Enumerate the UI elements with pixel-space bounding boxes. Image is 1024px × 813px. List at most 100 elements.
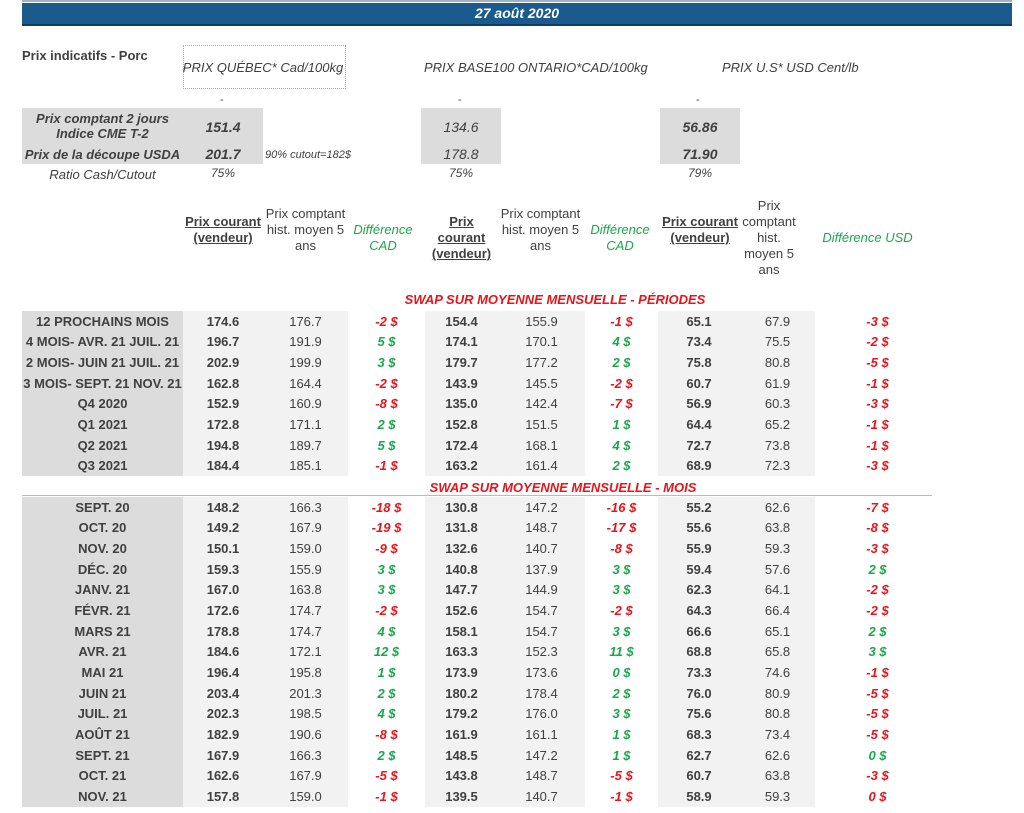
table-row: JUIN 21 203.4 201.3 2 $ 180.2 178.4 2 $ 76.0 80.… bbox=[22, 682, 940, 704]
row-label: FÉVR. 21 bbox=[22, 600, 183, 621]
current-price-cell: 184.4 bbox=[183, 455, 263, 477]
ratio-quebec: 75% bbox=[210, 166, 236, 180]
section-title-periods: SWAP SUR MOYENNE MENSUELLE - PÉRIODES bbox=[404, 292, 706, 307]
difference-cell: 4 $ bbox=[612, 334, 631, 350]
difference-cell: -5 $ bbox=[866, 706, 889, 722]
row-label: OCT. 20 bbox=[22, 517, 183, 539]
cutout-quebec: 201.7 bbox=[205, 146, 241, 162]
current-price-cell: 148.2 bbox=[183, 497, 263, 518]
table-row: MAI 21 196.4 195.8 1 $ 173.9 173.6 0 $ 73.3 74.6… bbox=[22, 662, 940, 683]
colhdr-hist-us: Prix comptant hist. moyen 5 ans bbox=[742, 198, 796, 277]
historical-price-cell: 152.3 bbox=[498, 641, 585, 663]
row-label: OCT. 21 bbox=[22, 765, 183, 786]
quebec-header-box bbox=[183, 45, 346, 89]
difference-cell: 5 $ bbox=[377, 334, 396, 350]
difference-cell: -2 $ bbox=[866, 603, 889, 619]
dash-ontario: - bbox=[458, 94, 462, 106]
row-label: NOV. 20 bbox=[22, 538, 183, 559]
historical-price-cell: 73.4 bbox=[740, 724, 815, 745]
historical-price-cell: 145.5 bbox=[498, 372, 585, 394]
historical-price-cell: 80.8 bbox=[740, 703, 815, 725]
difference-cell: -3 $ bbox=[866, 313, 889, 329]
historical-price-cell: 166.3 bbox=[263, 744, 348, 766]
historical-price-cell: 61.9 bbox=[740, 372, 815, 394]
current-price-cell: 55.9 bbox=[658, 538, 740, 559]
table-row: 2 MOIS- JUIN 21 JUIL. 21 202.9 199.9 3 $ 179… bbox=[22, 352, 940, 373]
current-price-cell: 162.8 bbox=[183, 372, 263, 394]
historical-price-cell: 174.7 bbox=[263, 620, 348, 642]
current-price-cell: 173.9 bbox=[425, 662, 498, 683]
current-price-cell: 203.4 bbox=[183, 682, 263, 704]
cash-quebec: 151.4 bbox=[205, 119, 241, 135]
historical-price-cell: 173.6 bbox=[498, 662, 585, 683]
historical-price-cell: 151.5 bbox=[498, 414, 585, 435]
difference-cell: -1 $ bbox=[866, 417, 889, 433]
current-price-cell: 162.6 bbox=[183, 765, 263, 786]
table-row: AOÛT 21 182.9 190.6 -8 $ 161.9 161.1 1 $ 68.3 73… bbox=[22, 724, 940, 745]
difference-cell: 11 $ bbox=[609, 644, 634, 660]
historical-price-cell: 73.8 bbox=[740, 434, 815, 456]
historical-price-cell: 72.3 bbox=[740, 455, 815, 477]
row-label: Q1 2021 bbox=[22, 414, 183, 435]
historical-price-cell: 176.0 bbox=[498, 703, 585, 725]
difference-cell: -17 $ bbox=[606, 520, 637, 536]
historical-price-cell: 161.4 bbox=[498, 455, 585, 477]
current-price-cell: 152.6 bbox=[425, 600, 498, 621]
table-row: NOV. 21 157.8 159.0 -1 $ 139.5 140.7 -1 $ 58.9 5… bbox=[22, 785, 940, 807]
historical-price-cell: 148.7 bbox=[498, 517, 585, 539]
difference-cell: 3 $ bbox=[377, 561, 396, 577]
historical-price-cell: 174.7 bbox=[263, 600, 348, 621]
row-label: 2 MOIS- JUIN 21 JUIL. 21 bbox=[22, 352, 183, 373]
cutout-ontario: 178.8 bbox=[443, 146, 479, 162]
current-price-cell: 58.9 bbox=[658, 785, 740, 807]
table-row: 4 MOIS- AVR. 21 JUIL. 21 196.7 191.9 5 $ 174… bbox=[22, 331, 940, 353]
current-price-cell: 196.7 bbox=[183, 331, 263, 353]
current-price-cell: 55.6 bbox=[658, 517, 740, 539]
current-price-cell: 150.1 bbox=[183, 538, 263, 559]
difference-cell: -3 $ bbox=[866, 541, 889, 557]
difference-cell: -3 $ bbox=[866, 768, 889, 784]
table-row: Q3 2021 184.4 185.1 -1 $ 163.2 161.4 2 $ 68.9 72… bbox=[22, 455, 940, 477]
historical-price-cell: 154.7 bbox=[498, 620, 585, 642]
historical-price-cell: 140.7 bbox=[498, 785, 585, 807]
difference-cell: 0 $ bbox=[868, 747, 887, 763]
colhdr-hist-quebec: Prix comptant hist. moyen 5 ans bbox=[265, 206, 346, 253]
current-price-cell: 172.6 bbox=[183, 600, 263, 621]
historical-price-cell: 172.1 bbox=[263, 641, 348, 663]
historical-price-cell: 63.8 bbox=[740, 765, 815, 786]
difference-cell: -2 $ bbox=[866, 334, 889, 350]
current-price-cell: 76.0 bbox=[658, 682, 740, 704]
colhdr-diff-quebec: Différence CAD bbox=[353, 222, 413, 253]
current-price-cell: 135.0 bbox=[425, 393, 498, 415]
historical-price-cell: 170.1 bbox=[498, 331, 585, 353]
historical-price-cell: 178.4 bbox=[498, 682, 585, 704]
date-banner: 27 août 2020 bbox=[22, 3, 1012, 26]
current-price-cell: 152.8 bbox=[425, 414, 498, 435]
current-price-cell: 147.7 bbox=[425, 579, 498, 601]
historical-price-cell: 191.9 bbox=[263, 331, 348, 353]
table-row: SEPT. 21 167.9 166.3 2 $ 148.5 147.2 1 $ 62.7 62… bbox=[22, 744, 940, 766]
historical-price-cell: 166.3 bbox=[263, 497, 348, 518]
historical-price-cell: 185.1 bbox=[263, 455, 348, 477]
current-price-cell: 184.6 bbox=[183, 641, 263, 663]
current-price-cell: 55.2 bbox=[658, 497, 740, 518]
row-label: 3 MOIS- SEPT. 21 NOV. 21 bbox=[22, 372, 183, 394]
historical-price-cell: 195.8 bbox=[263, 662, 348, 683]
colhdr-prix-us: Prix courant (vendeur) bbox=[662, 214, 738, 245]
table-row: DÉC. 20 159.3 155.9 3 $ 140.8 137.9 3 $ 59.4 57.… bbox=[22, 558, 940, 580]
table-row: JUIL. 21 202.3 198.5 4 $ 179.2 176.0 3 $ 75.6 80… bbox=[22, 703, 940, 725]
table-row: Q4 2020 152.9 160.9 -8 $ 135.0 142.4 -7 $ 56.9 6… bbox=[22, 393, 940, 415]
current-price-cell: 172.8 bbox=[183, 414, 263, 435]
current-price-cell: 178.8 bbox=[183, 620, 263, 642]
colhdr-hist-ontario: Prix comptant hist. moyen 5 ans bbox=[500, 206, 581, 253]
current-price-cell: 132.6 bbox=[425, 538, 498, 559]
historical-price-cell: 155.9 bbox=[498, 311, 585, 332]
difference-cell: -1 $ bbox=[866, 375, 889, 391]
current-price-cell: 59.4 bbox=[658, 558, 740, 580]
historical-price-cell: 168.1 bbox=[498, 434, 585, 456]
table-row: NOV. 20 150.1 159.0 -9 $ 132.6 140.7 -8 $ 55.9 5… bbox=[22, 538, 940, 559]
current-price-cell: 75.6 bbox=[658, 703, 740, 725]
row-label: 12 PROCHAINS MOIS bbox=[22, 311, 183, 332]
dash-quebec: - bbox=[220, 94, 224, 106]
difference-cell: 3 $ bbox=[612, 582, 631, 598]
